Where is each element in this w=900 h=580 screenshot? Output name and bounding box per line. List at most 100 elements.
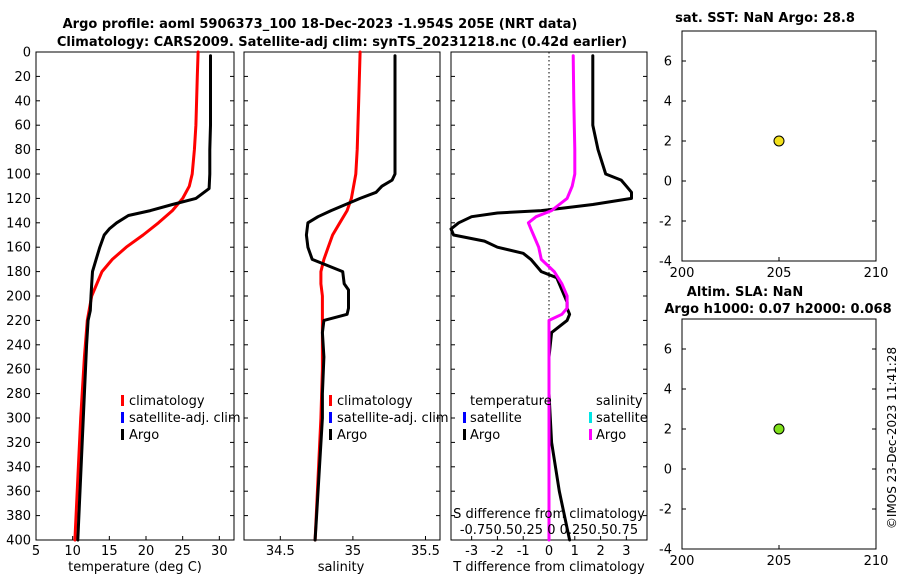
temperature-legend: climatology satellite-adj. clim Argo — [121, 394, 241, 443]
legend-swatch-salinity-argo — [589, 429, 592, 440]
legend-swatch-temperature-satellite — [463, 412, 466, 423]
legend-swatch-argo — [121, 429, 124, 440]
salinity-xlabel: salinity — [318, 560, 365, 575]
depth-tick-label: 40 — [14, 94, 31, 109]
depth-tick-label: 260 — [6, 363, 31, 378]
x-tick-label: 205 — [767, 554, 792, 569]
x-tick-label: 3 — [622, 544, 630, 559]
series-line-salinity-argo — [526, 54, 577, 542]
sst-title: sat. SST: NaN Argo: 28.8 — [675, 11, 855, 26]
y-tick-label: -4 — [659, 255, 672, 270]
legend-swatch-satellite — [329, 412, 332, 423]
legend-swatch-temperature-argo — [463, 429, 466, 440]
depth-tick-label: 280 — [6, 387, 31, 402]
y-tick-label: -4 — [659, 543, 672, 558]
x-tick-label: 200 — [670, 266, 695, 281]
y-tick-label: -2 — [659, 503, 672, 518]
x-tick-label: 0 — [545, 544, 553, 559]
y-tick-label: 6 — [664, 55, 672, 70]
difference-legend: temperature satellite Argo salinity sate… — [463, 394, 648, 443]
x-tick-label: 200 — [670, 554, 695, 569]
data-series — [73, 50, 785, 542]
depth-tick-label: 100 — [6, 168, 31, 183]
tick-labels: 0204060801001201401601802002202402602803… — [6, 46, 888, 570]
salinity-legend: climatology satellite-adj. clim Argo — [329, 394, 449, 443]
legend-label-temperature-satellite: satellite — [470, 411, 522, 426]
temperature-xlabel: temperature (deg C) — [68, 560, 202, 575]
legend-label-argo: Argo — [337, 428, 367, 443]
x-tick-label: -3 — [465, 544, 478, 559]
difference-s-ticks: -0.750.50.25 0 0.250.50.75 — [460, 523, 638, 538]
depth-tick-label: 200 — [6, 290, 31, 305]
x-tick-label: 10 — [64, 544, 81, 559]
salinity-axes — [243, 51, 441, 541]
title-line-2: Climatology: CARS2009. Satellite-adj cli… — [57, 35, 627, 50]
legend-swatch-argo — [329, 429, 332, 440]
x-tick-label: 205 — [767, 266, 792, 281]
legend-swatch-climatology — [329, 395, 332, 406]
depth-tick-label: 340 — [6, 460, 31, 475]
y-tick-label: 0 — [664, 463, 672, 478]
legend-swatch-satellite — [121, 412, 124, 423]
depth-tick-label: 360 — [6, 485, 31, 500]
x-tick-label: 1 — [571, 544, 579, 559]
y-tick-label: 2 — [664, 135, 672, 150]
legend-label-satellite-adj: satellite-adj. clim — [129, 411, 241, 426]
difference-xlabel: T difference from climatology — [452, 560, 645, 575]
sla-title-1: Altim. SLA: NaN — [687, 285, 803, 300]
y-tick-label: 2 — [664, 423, 672, 438]
x-tick-label: 15 — [101, 544, 118, 559]
y-tick-label: 4 — [664, 383, 672, 398]
legend-label-salinity-argo: Argo — [596, 428, 626, 443]
x-tick-label: 210 — [864, 554, 889, 569]
legend-label-argo: Argo — [129, 428, 159, 443]
legend-header-salinity: salinity — [596, 394, 643, 409]
depth-tick-label: 20 — [14, 70, 31, 85]
legend-label-climatology: climatology — [129, 394, 205, 409]
depth-tick-label: 60 — [14, 119, 31, 134]
series-line-argo — [76, 54, 212, 542]
x-tick-label: -2 — [491, 544, 504, 559]
legend-header-temperature: temperature — [470, 394, 552, 409]
legend-label-temperature-argo: Argo — [470, 428, 500, 443]
x-tick-label: 34.5 — [266, 544, 295, 559]
depth-tick-label: 160 — [6, 241, 31, 256]
title-line-1: Argo profile: aoml 5906373_100 18-Dec-20… — [63, 17, 578, 32]
legend-label-satellite-adj: satellite-adj. clim — [337, 411, 449, 426]
series-line-climatology — [73, 50, 200, 542]
y-tick-label: -2 — [659, 215, 672, 230]
sla-title-2: Argo h1000: 0.07 h2000: 0.068 — [664, 302, 891, 317]
x-tick-label: 2 — [596, 544, 604, 559]
sst-point — [773, 135, 785, 147]
legend-label-climatology: climatology — [337, 394, 413, 409]
y-tick-label: 0 — [664, 175, 672, 190]
y-tick-label: 6 — [664, 343, 672, 358]
depth-tick-label: 80 — [14, 143, 31, 158]
depth-tick-label: 220 — [6, 314, 31, 329]
legend-swatch-climatology — [121, 395, 124, 406]
depth-tick-label: 240 — [6, 338, 31, 353]
x-tick-label: 25 — [174, 544, 191, 559]
depth-tick-label: 0 — [23, 46, 31, 61]
series-line-climatology — [313, 50, 362, 542]
legend-swatch-salinity-satellite — [589, 412, 592, 423]
x-tick-label: 30 — [211, 544, 228, 559]
depth-tick-label: 120 — [6, 192, 31, 207]
depth-tick-label: 300 — [6, 412, 31, 427]
difference-s-xlabel: S difference from climatology — [453, 507, 645, 522]
credit-text: ©IMOS 23-Dec-2023 11:41:28 — [885, 347, 899, 529]
sla-point — [773, 423, 785, 435]
depth-tick-label: 400 — [6, 534, 31, 549]
depth-tick-label: 140 — [6, 216, 31, 231]
x-tick-label: 35.5 — [411, 544, 440, 559]
x-tick-label: 20 — [138, 544, 155, 559]
series-line-argo — [304, 54, 397, 542]
legend-label-salinity-satellite: satellite — [596, 411, 648, 426]
x-tick-label: 35 — [345, 544, 362, 559]
y-tick-label: 4 — [664, 95, 672, 110]
depth-tick-label: 320 — [6, 436, 31, 451]
x-tick-label: 210 — [864, 266, 889, 281]
temperature-axes — [35, 51, 235, 541]
x-tick-label: 5 — [32, 544, 40, 559]
